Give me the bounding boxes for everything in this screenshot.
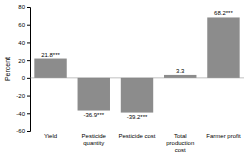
x-tick-label: Farmer profit xyxy=(206,133,241,139)
x-tick-label-line: production xyxy=(166,140,194,146)
y-tick: 0 xyxy=(22,75,30,81)
y-tick-mark xyxy=(27,113,30,114)
y-tick: 20 xyxy=(18,58,30,64)
x-tick-label-line: Pesticide xyxy=(82,133,107,139)
bar xyxy=(207,17,239,77)
y-tick-label: 80 xyxy=(18,4,25,10)
data-label: -39.2*** xyxy=(127,114,148,120)
y-tick: -20 xyxy=(16,93,30,99)
y-tick: 40 xyxy=(18,40,30,46)
y-axis: -60 -40 -20 0 20 40 60 80 xyxy=(16,4,30,134)
y-tick-mark xyxy=(27,60,30,61)
x-tick: Farmer profit xyxy=(206,133,241,139)
x-axis: YieldPesticidequantityPesticide costTota… xyxy=(44,133,241,153)
x-tick-label: Pesticide cost xyxy=(118,133,155,139)
x-tick-label-line: Pesticide cost xyxy=(118,133,155,139)
x-tick-label-line: quantity xyxy=(83,140,104,146)
x-tick-label: Yield xyxy=(44,133,57,139)
data-labels: 21.8*** -36.9*** -39.2*** 3.3 68.2*** xyxy=(41,10,233,119)
x-tick-label-line: Yield xyxy=(44,133,57,139)
data-label: 21.8*** xyxy=(41,52,60,58)
y-tick-label: 40 xyxy=(18,40,25,46)
y-tick-label: -40 xyxy=(16,111,25,117)
x-tick-label-line: Farmer profit xyxy=(206,133,241,139)
bar xyxy=(121,78,153,113)
x-tick: Totalproductioncost xyxy=(166,133,194,153)
y-tick-mark xyxy=(27,96,30,97)
bars xyxy=(34,17,239,112)
y-axis-line xyxy=(27,8,31,132)
y-tick: -40 xyxy=(16,111,30,117)
x-tick-label-line: Total xyxy=(174,133,187,139)
y-tick-label: -60 xyxy=(16,128,25,134)
x-tick-label-line: cost xyxy=(175,147,186,153)
y-tick-label: 60 xyxy=(18,22,25,28)
x-tick: Pesticidequantity xyxy=(82,133,107,146)
bar xyxy=(34,59,66,78)
y-tick-label: 20 xyxy=(18,58,25,64)
data-label: 3.3 xyxy=(176,68,185,74)
bar xyxy=(78,78,110,111)
plot: -60 -40 -20 0 20 40 60 80 Yield Pesticidequantity… xyxy=(16,4,244,153)
y-tick: 60 xyxy=(18,22,30,28)
x-tick: Pesticide cost xyxy=(118,133,155,139)
y-tick-mark xyxy=(27,7,30,8)
bar xyxy=(164,75,196,78)
x-tick: Yield xyxy=(44,133,57,139)
zero-line xyxy=(30,77,244,78)
y-axis-title: Percent xyxy=(4,57,11,81)
data-label: -36.9*** xyxy=(83,112,104,118)
y-tick-label: -20 xyxy=(16,93,25,99)
y-tick-mark xyxy=(27,25,30,26)
y-tick-mark xyxy=(27,78,30,79)
chart: -60 -40 -20 0 20 40 60 80 Yield Pesticidequantity… xyxy=(0,0,250,161)
y-tick-label: 0 xyxy=(22,75,26,81)
data-label: 68.2*** xyxy=(214,10,233,16)
x-tick-label: Totalproductioncost xyxy=(166,133,194,153)
y-tick: 80 xyxy=(18,4,30,10)
y-tick-mark xyxy=(27,131,30,132)
x-tick-label: Pesticidequantity xyxy=(82,133,107,146)
y-tick-mark xyxy=(27,42,30,43)
y-tick: -60 xyxy=(16,128,30,134)
